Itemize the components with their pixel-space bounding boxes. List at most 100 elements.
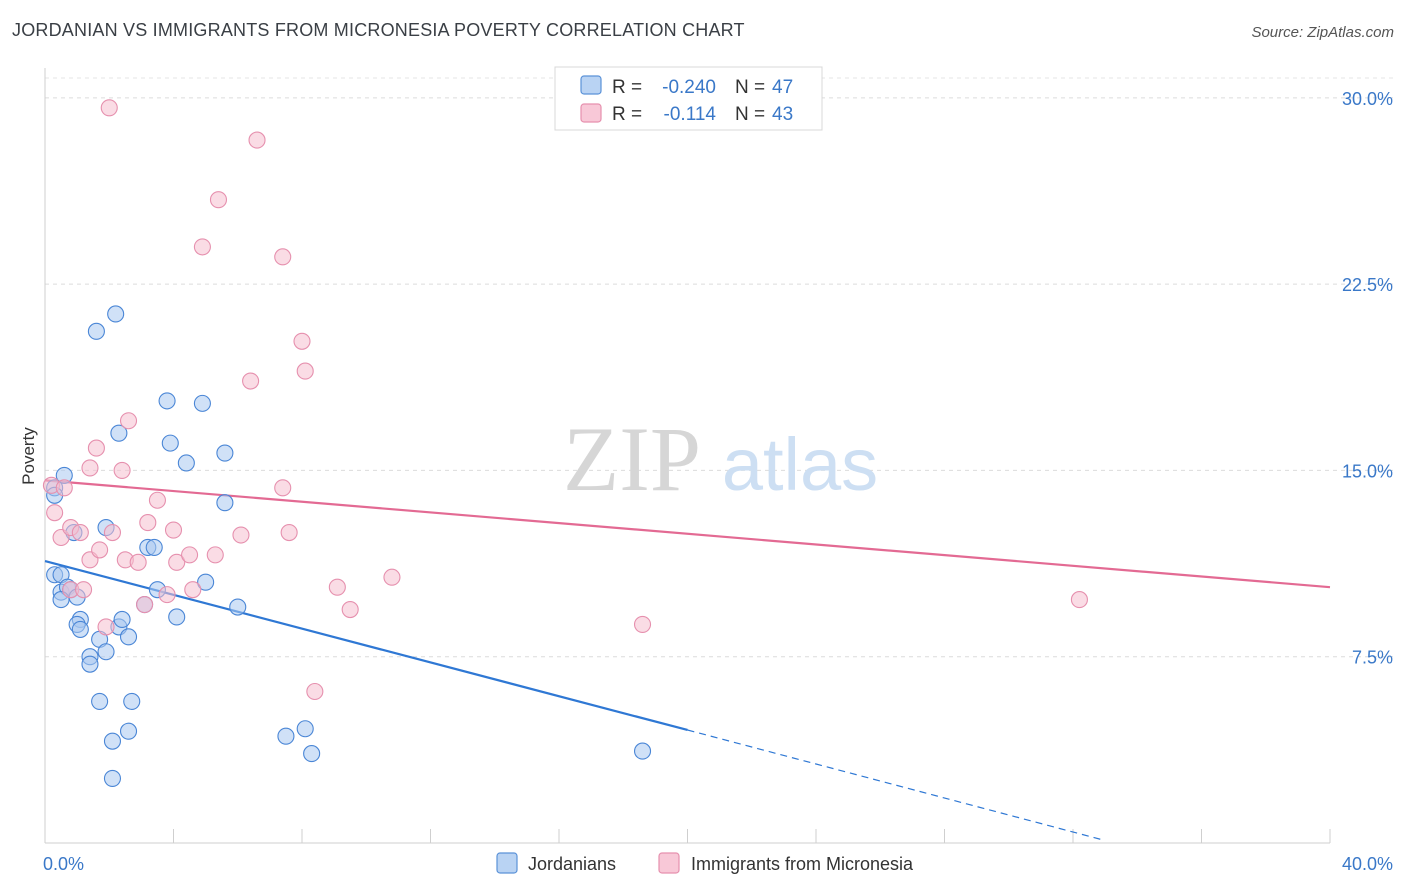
micronesia-point	[97, 618, 115, 636]
trend-line-jordanians-extension	[687, 729, 1106, 842]
micronesia-point	[75, 581, 93, 599]
micronesia-point	[158, 586, 176, 604]
micronesia-point	[148, 491, 166, 509]
micronesia-point	[100, 99, 118, 117]
legend-n-value-2: 43	[772, 104, 793, 125]
micronesia-point	[46, 504, 64, 522]
trend-line-micronesia	[44, 479, 1331, 589]
micronesia-point	[341, 600, 359, 619]
jordanian-point	[103, 732, 122, 750]
micronesia-point	[248, 131, 266, 149]
jordanian-point	[229, 598, 247, 616]
micronesia-point	[209, 191, 228, 209]
micronesia-point	[306, 682, 324, 701]
legend-swatch-pink	[580, 103, 602, 123]
jordanian-point	[87, 322, 105, 340]
jordanian-point	[113, 610, 131, 629]
legend-label-micronesia: Immigrants from Micronesia	[691, 854, 914, 874]
micronesia-point	[181, 546, 199, 564]
x-tick-label-1: 40.0%	[1342, 854, 1393, 874]
legend-swatch-blue	[580, 75, 602, 95]
y-tick-label-3: 30.0%	[1342, 89, 1393, 109]
micronesia-point	[164, 521, 183, 539]
micronesia-point	[136, 596, 154, 614]
stats-legend: R = -0.240 N = 47 R = -0.114 N = 43	[554, 66, 823, 131]
jordanian-point	[197, 573, 215, 591]
micronesia-point	[168, 553, 186, 571]
micronesia-point	[87, 439, 105, 457]
micronesia-point	[193, 238, 211, 256]
x-tick-labels: 0.0% 40.0%	[43, 854, 1393, 874]
y-tick-label-1: 15.0%	[1342, 461, 1393, 481]
jordanian-point	[81, 655, 99, 673]
micronesia-point	[129, 553, 147, 571]
micronesia-point	[91, 541, 109, 559]
legend-n-label-2: N =	[735, 104, 765, 125]
legend-r-label-1: R =	[612, 77, 642, 98]
gridlines	[45, 77, 1393, 658]
legend-r-label-2: R =	[612, 104, 642, 125]
jordanian-point	[103, 769, 122, 787]
micronesia-point	[103, 523, 122, 542]
jordanian-point	[303, 745, 321, 763]
jordanian-point	[296, 720, 314, 738]
micronesia-point	[119, 412, 138, 430]
source-credit: Source: ZipAtlas.com	[1251, 24, 1394, 41]
watermark: ZIP atlas	[563, 408, 878, 510]
micronesia-point	[113, 461, 131, 479]
y-axis-title: Poverty	[19, 427, 38, 485]
series-legend: Jordanians Immigrants from Micronesia	[496, 852, 914, 874]
legend-swatch-jordanians	[496, 852, 518, 874]
legend-r-value-1: -0.240	[662, 77, 716, 98]
jordanian-point	[216, 494, 234, 512]
watermark-zip: ZIP	[563, 408, 701, 510]
micronesia-point	[81, 459, 99, 477]
legend-r-value-2: -0.114	[664, 104, 717, 125]
watermark-atlas: atlas	[722, 423, 878, 506]
x-tick-label-0: 0.0%	[43, 854, 84, 874]
micronesia-point	[293, 332, 311, 350]
micronesia-point	[206, 546, 224, 564]
jordanian-point	[216, 444, 234, 462]
micronesia-point	[184, 581, 202, 599]
micronesia-point	[274, 248, 292, 266]
jordanian-point	[97, 643, 115, 661]
data-points	[42, 99, 1088, 787]
jordanian-point	[633, 742, 652, 760]
jordanian-point	[119, 628, 138, 646]
jordanian-point	[110, 424, 128, 442]
legend-label-jordanians: Jordanians	[528, 854, 616, 874]
micronesia-point	[55, 479, 73, 497]
jordanian-point	[123, 692, 141, 710]
micronesia-point	[328, 578, 346, 596]
micronesia-point	[139, 514, 157, 532]
jordanian-point	[168, 608, 186, 626]
jordanian-point	[193, 394, 211, 412]
trend-line-jordanians	[44, 560, 688, 732]
jordanian-point	[71, 620, 89, 638]
y-tick-labels: 7.5% 15.0% 22.5% 30.0%	[1342, 89, 1393, 668]
micronesia-point	[71, 523, 89, 542]
jordanian-point	[161, 434, 179, 452]
jordanian-point	[277, 727, 295, 745]
y-tick-label-2: 22.5%	[1342, 275, 1393, 295]
chart-title: JORDANIAN VS IMMIGRANTS FROM MICRONESIA …	[12, 20, 745, 40]
micronesia-point	[633, 615, 652, 633]
micronesia-point	[296, 362, 314, 380]
micronesia-point	[280, 523, 298, 542]
micronesia-point	[383, 568, 401, 586]
y-tick-label-0: 7.5%	[1352, 648, 1393, 668]
micronesia-point	[1070, 591, 1088, 609]
jordanian-point	[91, 692, 109, 710]
jordanian-point	[158, 392, 176, 410]
micronesia-point	[232, 526, 250, 544]
jordanian-point	[145, 538, 163, 556]
axes	[44, 68, 1331, 844]
legend-swatch-micronesia	[658, 852, 680, 874]
micronesia-point	[242, 372, 260, 390]
micronesia-point	[274, 479, 292, 497]
legend-n-value-1: 47	[772, 77, 793, 98]
jordanian-point	[177, 454, 195, 472]
legend-n-label-1: N =	[735, 77, 765, 98]
